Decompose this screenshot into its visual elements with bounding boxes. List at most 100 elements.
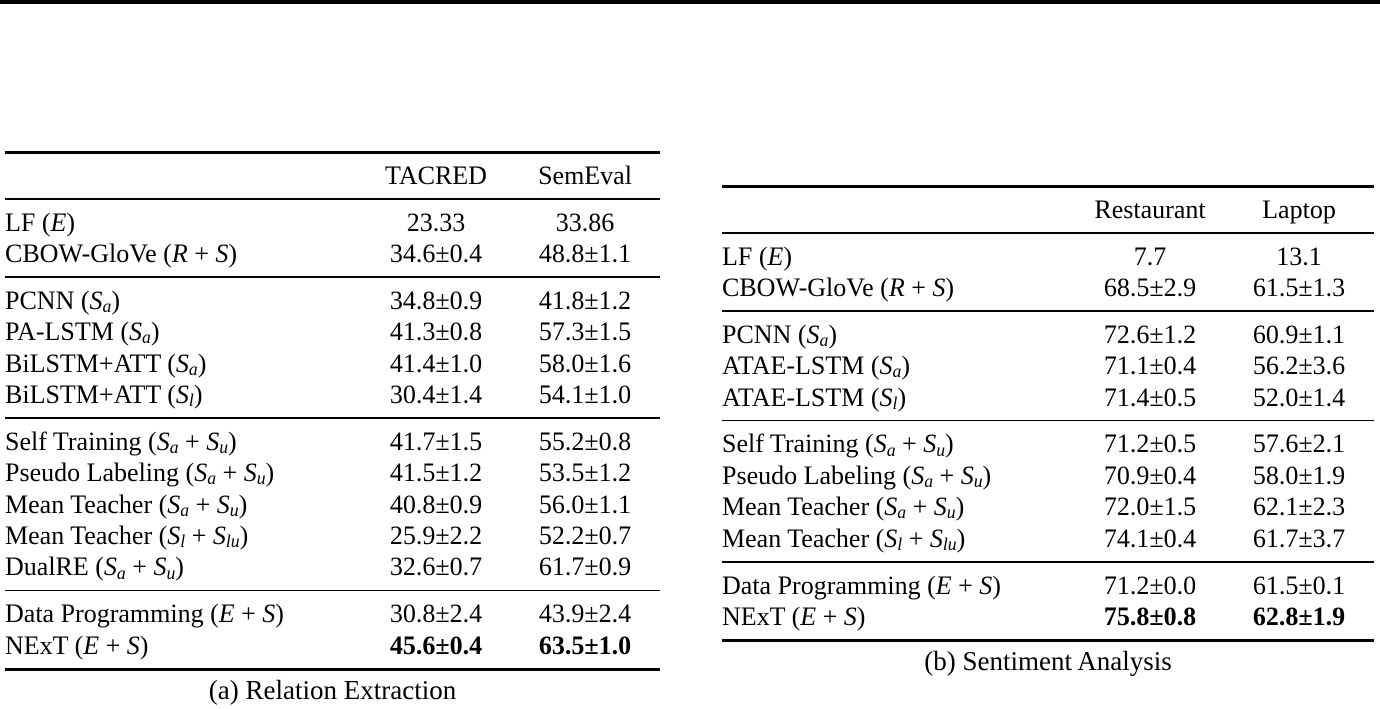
table-row: BiLSTM+ATT (Sl) 30.4±1.4 54.1±1.0: [5, 379, 660, 410]
row-label: Mean Teacher (Sl + Slu): [5, 521, 249, 552]
math-symbol: S: [262, 599, 276, 629]
row-label: LF (E): [5, 207, 76, 237]
top-rule: [5, 151, 660, 154]
bottom-rule: [722, 639, 1374, 643]
math-symbol: S: [929, 523, 943, 553]
row-group: Data Programming (E + S) 30.8±2.4 43.9±2.4…: [5, 591, 660, 668]
math-symbol: S: [879, 382, 893, 412]
row-label: BiLSTM+ATT (Sa): [5, 348, 207, 379]
column-header: SemEval: [538, 161, 632, 190]
table-row: BiLSTM+ATT (Sa) 41.4±1.0 58.0±1.6: [5, 348, 660, 379]
cell-value: 25.9±2.2: [389, 521, 483, 551]
row-label: ATAE-LSTM (Sl): [722, 382, 907, 413]
cell-value: 33.86: [555, 207, 615, 237]
math-symbol: S: [129, 317, 143, 347]
header-row: TACRED SemEval: [5, 154, 660, 198]
table-row: CBOW-GloVe (R + S) 34.6±0.4 48.8±1.1: [5, 238, 660, 269]
table-row: Pseudo Labeling (Sa + Su) 41.5±1.2 53.5±1.…: [5, 457, 660, 488]
cell-value: 43.9±2.4: [538, 599, 632, 629]
math-symbol: S: [216, 489, 230, 519]
cell-value: 71.4±0.5: [1103, 382, 1197, 412]
math-symbol: E: [935, 570, 952, 600]
cell-value: 57.3±1.5: [538, 317, 632, 347]
math-subscript: u: [946, 502, 956, 523]
table-row: Mean Teacher (Sl + Slu) 25.9±2.2 52.2±0.7: [5, 520, 660, 551]
math-symbol: S: [243, 458, 257, 488]
header-spacer: [5, 154, 362, 198]
header-rule: [5, 198, 660, 200]
column-header: Restaurant: [1094, 195, 1206, 224]
math-subscript: a: [924, 471, 934, 492]
math-subscript: u: [166, 562, 176, 583]
math-subscript: a: [102, 295, 112, 316]
table-row: Mean Teacher (Sa + Su) 72.0±1.5 62.1±2.3: [722, 491, 1374, 522]
math-symbol: E: [800, 601, 817, 631]
cell-value: 41.4±1.0: [389, 348, 483, 378]
row-label: Mean Teacher (Sa + Su): [5, 489, 248, 520]
row-label: Data Programming (E + S): [722, 570, 1001, 600]
table-row: PCNN (Sa) 34.8±0.9 41.8±1.2: [5, 285, 660, 316]
math-symbol: S: [175, 379, 189, 409]
table-row: DualRE (Sa + Su) 32.6±0.7 61.7±0.9: [5, 551, 660, 582]
cell-value: 57.6±2.1: [1252, 429, 1346, 459]
cell-value: 71.2±0.5: [1103, 429, 1197, 459]
math-symbol: R: [888, 272, 905, 302]
math-symbol: S: [212, 521, 226, 551]
cell-value: 60.9±1.1: [1252, 319, 1346, 349]
table-relation-extraction: TACRED SemEval LF (E) 23.33 33.86 CBOW-GloVe …: [5, 151, 660, 705]
table-caption: (a) Relation Extraction: [208, 675, 457, 706]
cell-value: 41.8±1.2: [538, 285, 632, 315]
math-symbol: S: [873, 429, 887, 459]
page-top-rule: [0, 0, 1380, 6]
table-row: NExT (E + S) 45.6±0.4 63.5±1.0: [5, 630, 660, 661]
cell-value: 7.7: [1133, 241, 1167, 271]
math-symbol: S: [153, 552, 167, 582]
row-label: NExT (E + S): [722, 601, 866, 631]
table-body: TACRED SemEval LF (E) 23.33 33.86 CBOW-GloVe …: [5, 151, 660, 672]
group-rule: [5, 276, 660, 278]
row-label: Self Training (Sa + Su): [5, 426, 237, 458]
cell-value: 72.6±1.2: [1103, 319, 1197, 349]
table-row: PCNN (Sa) 72.6±1.2 60.9±1.1: [722, 319, 1374, 350]
group-rule: [722, 561, 1374, 563]
math-symbol: S: [126, 630, 140, 660]
table-caption: (b) Sentiment Analysis: [924, 646, 1172, 677]
math-symbol: S: [960, 460, 974, 490]
row-label: PCNN (Sa): [722, 319, 838, 350]
cell-value: 52.2±0.7: [538, 521, 632, 551]
math-subscript: l: [188, 390, 194, 411]
column-header: Laptop: [1262, 195, 1336, 224]
math-symbol: E: [218, 599, 235, 629]
table-row: CBOW-GloVe (R + S) 68.5±2.9 61.5±1.3: [722, 272, 1374, 303]
math-symbol: S: [215, 238, 229, 268]
math-subscript: a: [207, 468, 217, 489]
cell-value: 13.1: [1276, 241, 1322, 271]
header-rule: [722, 232, 1374, 234]
cell-value: 70.9±0.4: [1103, 460, 1197, 490]
math-symbol: S: [843, 601, 857, 631]
math-subscript: a: [819, 329, 829, 350]
header-spacer: [722, 188, 1076, 232]
math-subscript: a: [188, 358, 198, 379]
math-symbol: S: [89, 285, 103, 315]
math-subscript: a: [180, 499, 190, 520]
math-subscript: u: [973, 471, 983, 492]
cell-value: 32.6±0.7: [389, 552, 483, 582]
math-symbol: S: [879, 351, 893, 381]
math-subscript: a: [169, 437, 179, 458]
cell-value: 61.7±3.7: [1252, 523, 1346, 553]
cell-value: 45.6±0.4: [389, 630, 483, 660]
math-subscript: u: [219, 437, 229, 458]
math-symbol: R: [171, 238, 188, 268]
row-label: Data Programming (E + S): [5, 599, 284, 629]
row-label: Pseudo Labeling (Sa + Su): [722, 460, 992, 492]
row-label: Mean Teacher (Sl + Slu): [722, 523, 966, 554]
row-label: Pseudo Labeling (Sa + Su): [5, 458, 275, 489]
table-row: Data Programming (E + S) 71.2±0.0 61.5±0.1: [722, 570, 1374, 601]
math-subscript: l: [897, 533, 903, 554]
math-symbol: S: [884, 523, 898, 553]
math-symbol: S: [933, 492, 947, 522]
cell-value: 41.5±1.2: [389, 458, 483, 488]
math-subscript: lu: [942, 533, 957, 554]
row-label: BiLSTM+ATT (Sl): [5, 379, 203, 411]
